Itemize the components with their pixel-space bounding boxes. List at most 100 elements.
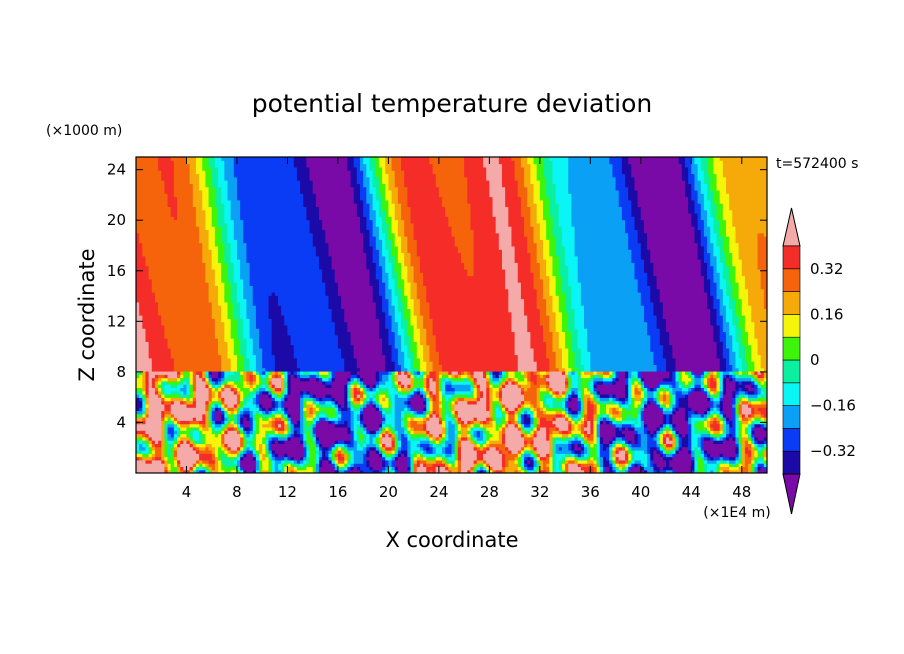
contour-cell bbox=[618, 426, 623, 431]
contour-cell bbox=[565, 397, 569, 402]
contour-cell bbox=[318, 420, 323, 425]
contour-cell bbox=[713, 456, 718, 461]
contour-cell bbox=[167, 413, 172, 418]
contour-cell bbox=[164, 449, 169, 454]
contour-cell bbox=[741, 413, 746, 418]
contour-cell bbox=[451, 443, 456, 448]
contour-cell bbox=[360, 446, 364, 451]
contour-cell bbox=[574, 407, 579, 412]
contour-cell bbox=[470, 459, 475, 464]
contour-cell bbox=[543, 466, 547, 471]
contour-cell bbox=[369, 449, 374, 454]
contour-cell bbox=[372, 433, 377, 438]
contour-cell bbox=[407, 433, 412, 438]
contour-cell bbox=[539, 394, 544, 398]
contour-cell bbox=[609, 469, 613, 473]
contour-cell bbox=[571, 446, 576, 451]
contour-cell bbox=[681, 413, 686, 418]
contour-cell bbox=[707, 459, 711, 464]
contour-cell bbox=[555, 469, 560, 473]
contour-cell bbox=[391, 469, 396, 473]
contour-cell bbox=[688, 430, 692, 435]
contour-cell bbox=[281, 420, 285, 425]
contour-cell bbox=[252, 453, 257, 458]
contour-cell bbox=[593, 420, 598, 425]
contour-cell bbox=[423, 423, 427, 428]
contour-cell bbox=[543, 433, 547, 438]
contour-cell bbox=[211, 420, 216, 425]
contour-cell bbox=[448, 417, 453, 421]
contour-cell bbox=[407, 459, 412, 464]
contour-cell bbox=[382, 410, 386, 415]
contour-cell bbox=[640, 390, 645, 395]
contour-cell bbox=[606, 453, 610, 458]
contour-cell bbox=[177, 449, 181, 454]
contour-cell bbox=[584, 397, 588, 402]
contour-cell bbox=[432, 423, 437, 428]
contour-cell bbox=[467, 463, 472, 468]
contour-cell bbox=[407, 469, 412, 473]
contour-cell bbox=[751, 433, 755, 438]
contour-cell bbox=[429, 466, 434, 471]
contour-cell bbox=[492, 456, 497, 461]
contour-cell bbox=[360, 403, 364, 408]
contour-cell bbox=[423, 400, 427, 405]
contour-cell bbox=[514, 433, 519, 438]
contour-cell bbox=[252, 459, 257, 464]
contour-cell bbox=[259, 426, 263, 431]
contour-cell bbox=[574, 426, 579, 431]
contour-cell bbox=[741, 466, 746, 471]
contour-cell bbox=[754, 446, 759, 451]
contour-cell bbox=[300, 449, 304, 454]
contour-cell bbox=[243, 466, 248, 471]
contour-cell bbox=[413, 440, 418, 444]
contour-cell bbox=[565, 423, 569, 428]
contour-cell bbox=[401, 410, 405, 415]
contour-cell bbox=[438, 443, 443, 448]
contour-cell bbox=[328, 469, 333, 473]
contour-cell bbox=[618, 407, 623, 412]
contour-cell bbox=[486, 420, 490, 425]
contour-cell bbox=[230, 413, 235, 418]
contour-cell bbox=[199, 400, 203, 405]
contour-cell bbox=[199, 433, 203, 438]
contour-cell bbox=[703, 456, 708, 461]
contour-cell bbox=[625, 446, 629, 451]
contour-cell bbox=[435, 459, 440, 464]
contour-cell bbox=[413, 459, 418, 464]
contour-cell bbox=[145, 466, 150, 471]
contour-cell bbox=[180, 456, 184, 461]
contour-cell bbox=[177, 436, 181, 441]
contour-cell bbox=[672, 413, 677, 418]
contour-cell bbox=[505, 443, 509, 448]
contour-cell bbox=[151, 394, 156, 398]
contour-cell bbox=[281, 449, 285, 454]
contour-cell bbox=[255, 407, 260, 412]
contour-cell bbox=[514, 403, 519, 408]
contour-cell bbox=[763, 407, 767, 412]
contour-cell bbox=[596, 456, 601, 461]
contour-cell bbox=[719, 426, 724, 431]
contour-cell bbox=[356, 449, 361, 454]
contour-cell bbox=[300, 469, 304, 473]
contour-cell bbox=[281, 459, 285, 464]
contour-cell bbox=[438, 440, 443, 444]
contour-cell bbox=[189, 469, 194, 473]
contour-cell bbox=[615, 453, 620, 458]
contour-cell bbox=[167, 417, 172, 421]
contour-cell bbox=[476, 413, 481, 418]
contour-cell bbox=[549, 430, 554, 435]
contour-cell bbox=[195, 463, 200, 468]
contour-cell bbox=[703, 400, 708, 405]
contour-cell bbox=[691, 436, 696, 441]
contour-cell bbox=[489, 420, 494, 425]
contour-cell bbox=[656, 433, 661, 438]
contour-cell bbox=[539, 426, 544, 431]
contour-cell bbox=[489, 403, 494, 408]
contour-cell bbox=[277, 443, 282, 448]
contour-cell bbox=[672, 430, 677, 435]
contour-cell bbox=[662, 390, 667, 395]
contour-cell bbox=[173, 426, 178, 431]
contour-cell bbox=[517, 443, 522, 448]
contour-cell bbox=[505, 407, 509, 412]
